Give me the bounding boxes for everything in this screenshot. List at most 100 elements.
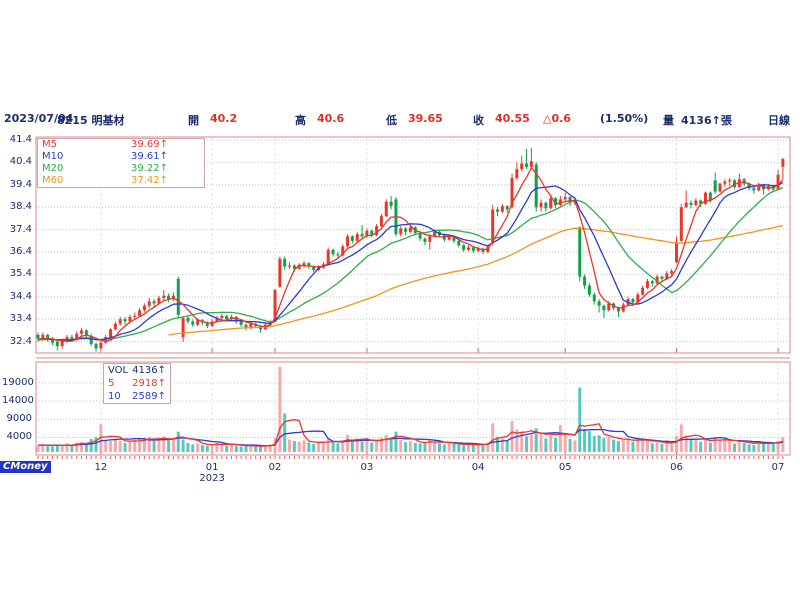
- volume-bar: [350, 439, 354, 452]
- candle-body: [578, 227, 582, 277]
- volume-bar: [152, 441, 156, 452]
- volume-bar: [375, 440, 379, 452]
- volume-bar: [389, 437, 393, 452]
- candle-body: [80, 330, 84, 334]
- candle-body: [645, 281, 649, 288]
- candle-body: [75, 333, 79, 340]
- candle-body: [655, 276, 659, 284]
- volume-bar: [534, 428, 538, 452]
- volume-bar: [239, 446, 243, 452]
- volume-bar: [249, 445, 253, 452]
- ma-legend-row: M10 39.61↑: [38, 151, 204, 163]
- volume-bar: [704, 438, 708, 452]
- volume-bar: [128, 441, 132, 452]
- volume-bar: [626, 438, 630, 452]
- vol-legend-label: 5: [108, 378, 115, 389]
- candle-body: [128, 316, 132, 322]
- candle-body: [447, 236, 451, 240]
- candle-body: [283, 258, 287, 267]
- candle-body: [375, 226, 379, 236]
- volume-bar: [215, 442, 219, 452]
- volume-bar: [621, 439, 625, 452]
- volume-bar: [75, 442, 79, 452]
- candle-body: [699, 200, 703, 204]
- candle-body: [544, 202, 548, 209]
- candle-body: [418, 232, 422, 239]
- candle-body: [408, 227, 412, 232]
- candle-body: [505, 206, 509, 210]
- candle-body: [138, 310, 142, 316]
- volume-bar: [384, 434, 388, 452]
- volume-bar: [423, 442, 427, 452]
- candle-body: [360, 234, 364, 237]
- candle-body: [196, 320, 200, 325]
- candle-body: [109, 329, 113, 338]
- candle-body: [757, 184, 761, 191]
- candle-body: [708, 192, 712, 201]
- candle-body: [41, 334, 45, 339]
- month-label: 12: [94, 462, 108, 473]
- candle-body: [781, 159, 785, 167]
- candle-body: [307, 263, 311, 267]
- volume-bar: [60, 445, 64, 452]
- volume-bar: [234, 445, 238, 452]
- close-value: 40.55: [495, 112, 530, 125]
- volume-bar: [379, 437, 383, 452]
- volume-bar: [442, 444, 446, 452]
- price-tick-label: 37.4: [9, 223, 32, 235]
- volume-bar: [210, 443, 214, 452]
- candle-body: [142, 305, 146, 311]
- volume-bar: [554, 437, 558, 452]
- price-tick-label: 35.4: [9, 268, 32, 280]
- candle-body: [94, 343, 98, 349]
- volume-bar: [157, 439, 161, 452]
- volume-bar: [641, 440, 645, 452]
- volume-bar: [708, 442, 712, 452]
- volume-bar: [476, 443, 480, 452]
- candle-body: [331, 249, 335, 255]
- volume-bar: [699, 441, 703, 452]
- candle-body: [462, 245, 466, 250]
- volume-bar: [650, 443, 654, 452]
- candle-body: [51, 339, 55, 343]
- volume-bar: [515, 429, 519, 452]
- volume-bar: [413, 442, 417, 452]
- candle-body: [312, 266, 316, 270]
- volume-bar: [660, 443, 664, 452]
- volume-label: 量: [663, 114, 674, 127]
- ma10-line: [37, 181, 784, 341]
- candle-body: [152, 301, 156, 304]
- candle-body: [457, 240, 461, 246]
- volume-bar: [408, 441, 412, 452]
- price-tick-label: 36.4: [9, 246, 32, 257]
- period-selector[interactable]: 日線: [768, 114, 790, 127]
- volume-bar: [80, 441, 84, 452]
- ma-legend-box: M5 39.69↑ M10 39.61↑ M20 39.22↑ M60 37.42↑: [37, 138, 205, 188]
- volume-tick-label: 9000: [6, 413, 32, 425]
- price-tick-label: 39.4: [9, 178, 32, 190]
- volume-bar: [616, 441, 620, 452]
- volume-bar: [225, 445, 229, 452]
- volume-bar: [587, 431, 591, 452]
- candle-body: [384, 201, 388, 217]
- price-tick-label: 33.4: [9, 313, 32, 325]
- volume-bar: [288, 439, 292, 452]
- volume-bar: [355, 438, 359, 452]
- candle-body: [525, 163, 529, 167]
- candle-body: [355, 234, 359, 241]
- vol-legend-row: 10 2589↑: [104, 390, 170, 403]
- volume-bar: [360, 441, 364, 452]
- vol-legend-row: 5 2918↑: [104, 377, 170, 390]
- candle-body: [346, 236, 350, 247]
- volume-bar: [331, 440, 335, 452]
- volume-bar: [486, 442, 490, 452]
- candle-body: [181, 318, 185, 338]
- candle-body: [520, 163, 524, 170]
- volume-bar: [592, 435, 596, 452]
- volume-panel-border: [35, 361, 791, 456]
- high-value: 40.6: [317, 112, 345, 125]
- volume-bar: [229, 444, 233, 452]
- volume-bar: [544, 438, 548, 452]
- volume-value: 4136↑張: [681, 114, 732, 127]
- volume-bar: [113, 439, 117, 452]
